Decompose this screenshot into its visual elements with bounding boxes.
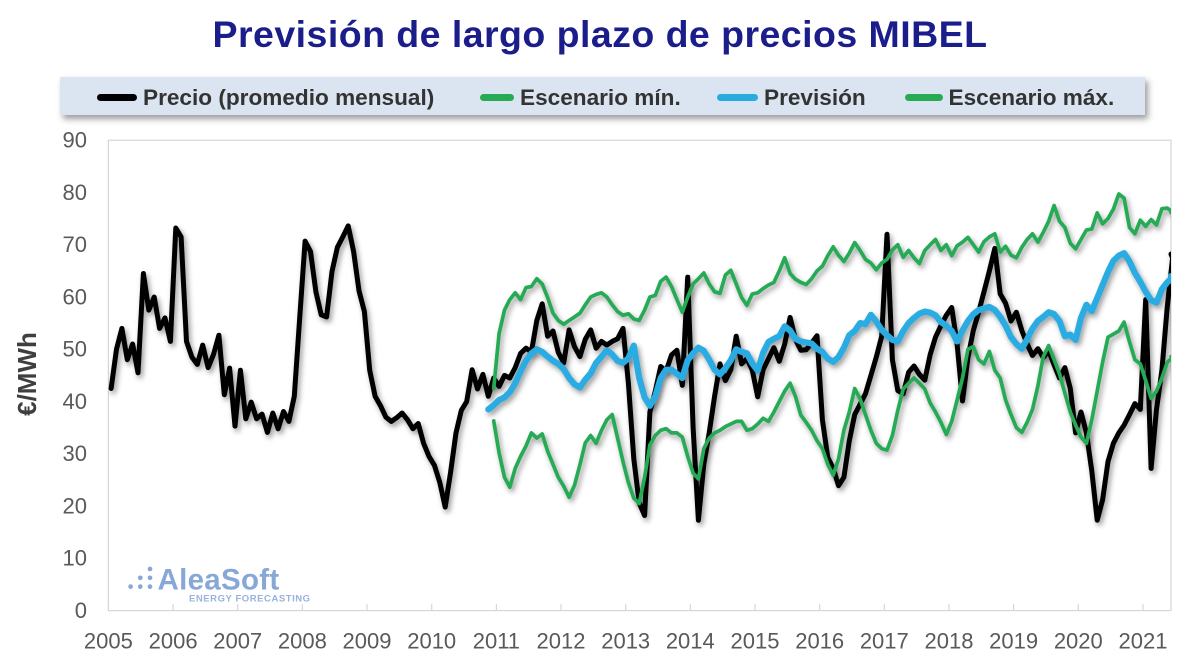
svg-text:2010: 2010 bbox=[407, 629, 456, 654]
svg-text:80: 80 bbox=[63, 180, 87, 205]
svg-text:2021: 2021 bbox=[1119, 629, 1168, 654]
svg-text:2020: 2020 bbox=[1054, 629, 1103, 654]
svg-text:0: 0 bbox=[75, 598, 87, 623]
svg-text:60: 60 bbox=[63, 284, 87, 309]
svg-text:50: 50 bbox=[63, 337, 87, 362]
svg-text:2011: 2011 bbox=[473, 629, 520, 654]
svg-text:2016: 2016 bbox=[795, 629, 844, 654]
svg-text:90: 90 bbox=[63, 128, 87, 153]
svg-text:20: 20 bbox=[63, 493, 87, 518]
svg-text:10: 10 bbox=[63, 546, 87, 571]
svg-text:2007: 2007 bbox=[213, 629, 262, 654]
svg-text:2012: 2012 bbox=[537, 629, 586, 654]
svg-text:€/MWh: €/MWh bbox=[12, 332, 42, 416]
svg-text:40: 40 bbox=[63, 389, 87, 414]
svg-text:2009: 2009 bbox=[343, 629, 392, 654]
svg-text:2017: 2017 bbox=[860, 629, 909, 654]
svg-text:70: 70 bbox=[63, 232, 87, 257]
svg-text:2005: 2005 bbox=[84, 629, 133, 654]
svg-text:30: 30 bbox=[63, 441, 87, 466]
svg-text:2018: 2018 bbox=[925, 629, 974, 654]
svg-text:2014: 2014 bbox=[666, 629, 715, 654]
svg-text:ENERGY FORECASTING: ENERGY FORECASTING bbox=[189, 593, 311, 604]
svg-text:2006: 2006 bbox=[149, 629, 198, 654]
svg-text:2015: 2015 bbox=[731, 629, 780, 654]
svg-text:2019: 2019 bbox=[989, 629, 1038, 654]
svg-text:2013: 2013 bbox=[601, 629, 650, 654]
svg-text:2008: 2008 bbox=[278, 629, 327, 654]
svg-text:AleaSoft: AleaSoft bbox=[158, 563, 280, 596]
